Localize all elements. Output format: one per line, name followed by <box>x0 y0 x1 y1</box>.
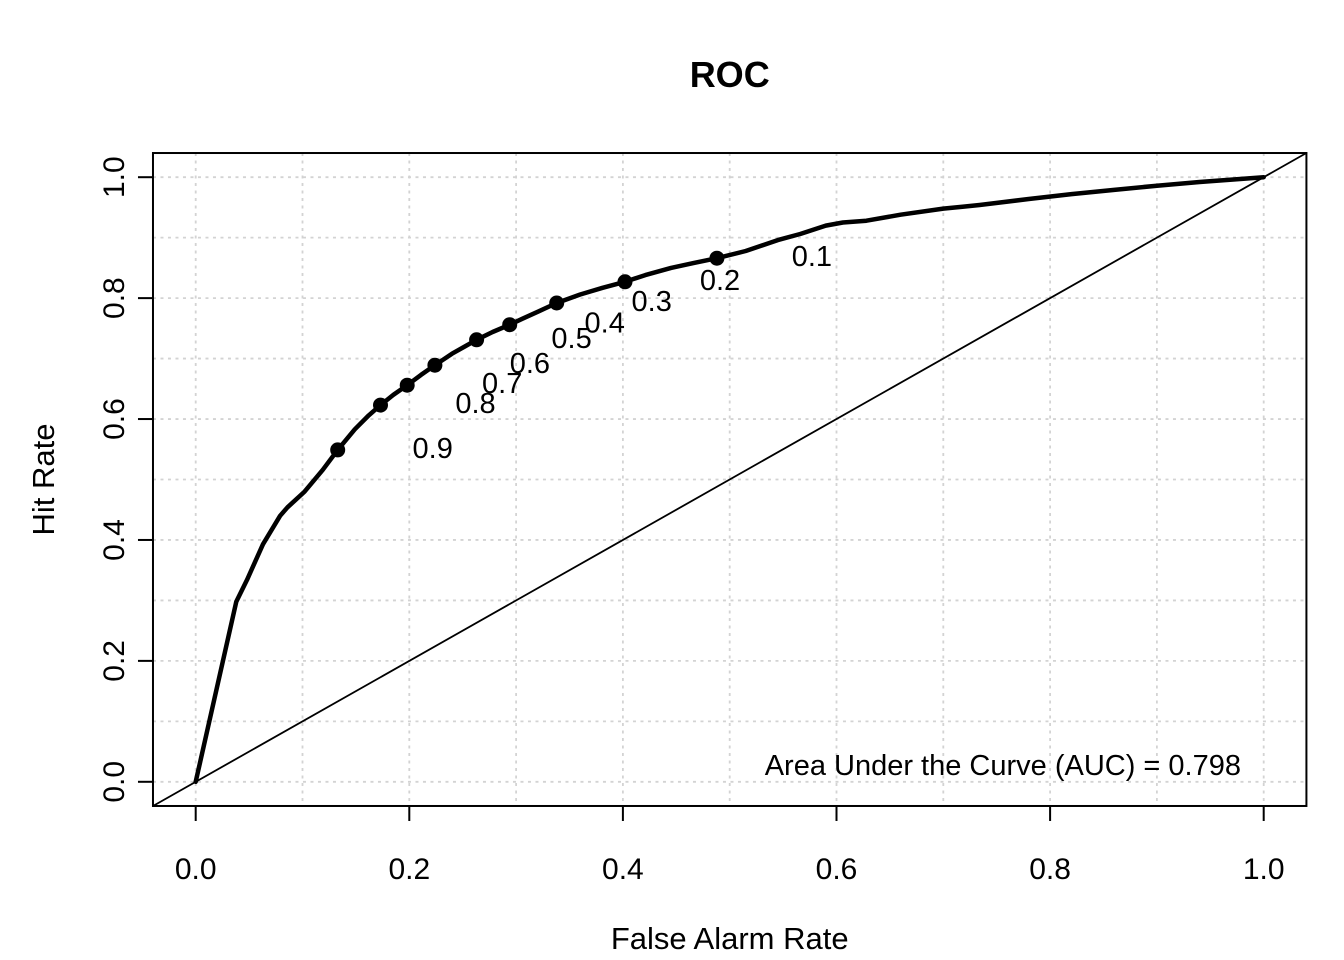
x-tick-label: 1.0 <box>1243 853 1285 886</box>
criterion-point <box>617 274 633 290</box>
axis-ticks <box>137 176 1265 821</box>
criterion-point <box>373 397 388 413</box>
y-tick-label: 0.8 <box>98 277 131 319</box>
criterion-point-label: 0.8 <box>455 388 495 420</box>
x-axis-label: False Alarm Rate <box>611 921 849 956</box>
x-tick-label: 0.8 <box>1029 853 1071 886</box>
criterion-point-label: 0.6 <box>510 348 550 380</box>
y-tick-label: 0.0 <box>98 761 131 803</box>
x-tick-label: 0.4 <box>602 853 644 886</box>
criterion-point <box>469 332 485 348</box>
criterion-point-label: 0.7 <box>482 368 522 400</box>
criterion-point-label: 0.2 <box>700 265 740 297</box>
y-tick-label: 0.4 <box>98 519 131 561</box>
y-tick-label: 0.6 <box>98 398 131 440</box>
criterion-point-label: 0.9 <box>413 433 453 465</box>
criterion-point-label: 0.5 <box>551 323 591 355</box>
chance-diagonal-line <box>152 152 1308 807</box>
chart-title: ROC <box>690 54 770 95</box>
y-tick-label: 1.0 <box>98 156 131 198</box>
x-tick-label: 0.6 <box>816 853 858 886</box>
plot-box <box>151 152 1308 807</box>
criterion-point <box>399 377 415 393</box>
grid-lines <box>152 153 1307 806</box>
criterion-point <box>330 442 346 458</box>
y-tick-label: 0.2 <box>98 640 131 682</box>
criterion-point <box>709 250 725 266</box>
x-tick-label: 0.0 <box>175 853 217 886</box>
criterion-point-label: 0.3 <box>632 286 672 318</box>
criterion-point <box>427 357 443 373</box>
criterion-points: 0.1 0.2 0.30.40.50.60.70.80.9 <box>330 241 832 465</box>
criterion-point-label: 0.1 <box>792 241 832 273</box>
criterion-point-label: 0.4 <box>585 308 625 340</box>
x-tick-label: 0.2 <box>388 853 430 886</box>
criterion-point <box>549 295 565 311</box>
y-axis-label: Hit Rate <box>26 424 61 536</box>
criterion-point <box>502 317 518 333</box>
auc-annotation: Area Under the Curve (AUC) = 0.798 <box>765 750 1241 782</box>
